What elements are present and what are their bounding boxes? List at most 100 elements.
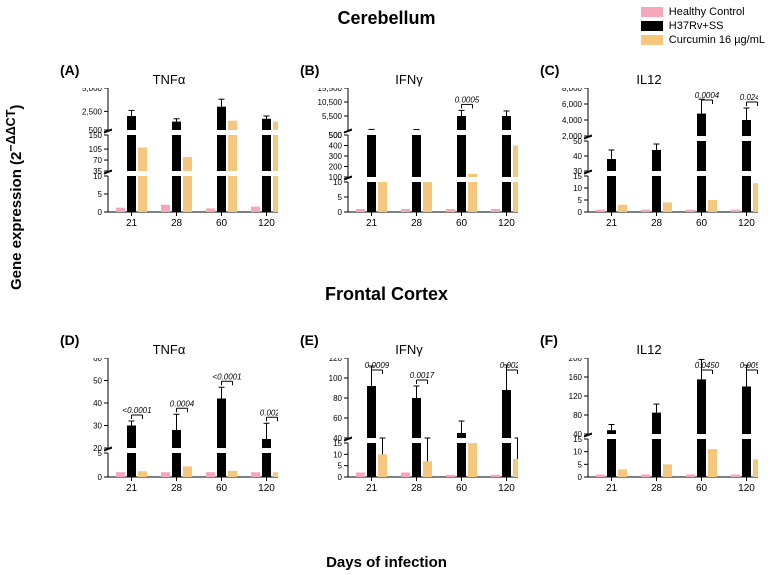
legend: Healthy Control H37Rv+SS Curcumin 16 µg/… — [641, 6, 765, 48]
svg-text:120: 120 — [738, 483, 755, 494]
svg-text:28: 28 — [651, 483, 663, 494]
panel-title: IL12 — [540, 72, 758, 87]
svg-text:21: 21 — [126, 483, 138, 494]
x-axis-label: Days of infection — [0, 554, 773, 571]
svg-text:100: 100 — [329, 173, 343, 182]
svg-text:10: 10 — [333, 450, 342, 459]
svg-text:28: 28 — [171, 483, 183, 494]
panel-chart: 052030405060<0.0001210.000428<0.0001600.… — [60, 358, 278, 499]
svg-text:30: 30 — [573, 167, 582, 176]
svg-text:5: 5 — [578, 196, 583, 205]
svg-text:0.0004: 0.0004 — [170, 399, 195, 408]
panel-F: (F)IL12051015408012016020021280.0450600.… — [540, 320, 758, 508]
svg-text:0.0009: 0.0009 — [365, 361, 390, 370]
svg-text:50: 50 — [93, 377, 102, 386]
svg-text:200: 200 — [329, 163, 343, 172]
svg-text:80: 80 — [333, 394, 342, 403]
svg-text:21: 21 — [126, 218, 138, 229]
svg-text:10,500: 10,500 — [318, 98, 343, 107]
svg-text:5: 5 — [338, 462, 343, 471]
panel-chart: 05101002003004005005005,50010,50015,5002… — [300, 88, 518, 234]
svg-text:21: 21 — [366, 483, 378, 494]
legend-label: Curcumin 16 µg/mL — [669, 34, 765, 46]
svg-text:8,000: 8,000 — [562, 88, 583, 93]
svg-text:10: 10 — [573, 184, 582, 193]
svg-text:120: 120 — [498, 483, 515, 494]
panel-A: (A)TNFα051035701051505002,5005,000212860… — [60, 50, 278, 238]
svg-text:60: 60 — [696, 218, 708, 229]
svg-text:20: 20 — [93, 444, 102, 453]
svg-text:60: 60 — [456, 483, 468, 494]
svg-text:10: 10 — [573, 448, 582, 457]
svg-text:28: 28 — [411, 218, 423, 229]
svg-text:4,000: 4,000 — [562, 116, 583, 125]
panel-title: TNFα — [60, 342, 278, 357]
svg-text:0.0005: 0.0005 — [455, 95, 480, 104]
svg-text:105: 105 — [89, 145, 103, 154]
legend-label: Healthy Control — [669, 6, 745, 18]
legend-swatch-healthy — [641, 7, 663, 17]
legend-item-healthy: Healthy Control — [641, 6, 765, 18]
svg-text:21: 21 — [366, 218, 378, 229]
svg-text:500: 500 — [329, 131, 343, 140]
panel-title: IFNγ — [300, 342, 518, 357]
svg-text:0.0028: 0.0028 — [260, 408, 278, 417]
svg-text:120: 120 — [498, 218, 515, 229]
legend-swatch-h37 — [641, 21, 663, 31]
svg-text:15,500: 15,500 — [318, 88, 343, 93]
svg-text:100: 100 — [329, 374, 343, 383]
svg-text:300: 300 — [329, 152, 343, 161]
svg-text:500: 500 — [89, 126, 103, 135]
svg-text:120: 120 — [738, 218, 755, 229]
svg-text:28: 28 — [651, 218, 663, 229]
svg-text:5: 5 — [98, 190, 103, 199]
svg-text:120: 120 — [258, 218, 275, 229]
panel-C: (C)IL120510153040502,0004,0006,0008,0002… — [540, 50, 758, 238]
svg-text:28: 28 — [411, 483, 423, 494]
svg-text:60: 60 — [333, 414, 342, 423]
panel-title: TNFα — [60, 72, 278, 87]
legend-item-curcumin: Curcumin 16 µg/mL — [641, 34, 765, 46]
svg-text:60: 60 — [216, 483, 228, 494]
row-title-frontal-cortex: Frontal Cortex — [0, 284, 773, 305]
y-axis-label: Gene expression (2−ΔΔCT) — [4, 105, 25, 290]
legend-swatch-curcumin — [641, 35, 663, 45]
svg-text:0.0023: 0.0023 — [500, 361, 518, 370]
svg-text:35: 35 — [93, 167, 102, 176]
panel-chart: 0510153040502,0004,0006,0008,00021280.00… — [540, 88, 758, 234]
svg-text:120: 120 — [329, 358, 343, 363]
svg-text:0.0017: 0.0017 — [410, 371, 435, 380]
svg-text:400: 400 — [329, 142, 343, 151]
svg-text:21: 21 — [606, 218, 618, 229]
svg-text:70: 70 — [93, 156, 102, 165]
svg-text:<0.0001: <0.0001 — [122, 406, 151, 415]
svg-text:5,000: 5,000 — [82, 88, 103, 93]
svg-text:28: 28 — [171, 218, 183, 229]
svg-text:0.0450: 0.0450 — [695, 361, 720, 370]
svg-text:200: 200 — [569, 358, 583, 363]
panel-chart: 051035701051505002,5005,000212860120 — [60, 88, 278, 234]
panel-title: IFNγ — [300, 72, 518, 87]
svg-text:0.0004: 0.0004 — [695, 91, 720, 100]
svg-text:60: 60 — [696, 483, 708, 494]
svg-text:0: 0 — [98, 473, 103, 482]
svg-text:0: 0 — [98, 208, 103, 217]
svg-text:2,500: 2,500 — [82, 107, 103, 116]
svg-text:40: 40 — [333, 434, 342, 443]
svg-text:21: 21 — [606, 483, 618, 494]
panel-title: IL12 — [540, 342, 758, 357]
svg-text:2,000: 2,000 — [562, 132, 583, 141]
panel-D: (D)TNFα052030405060<0.0001210.000428<0.0… — [60, 320, 278, 508]
svg-text:5: 5 — [578, 460, 583, 469]
svg-text:40: 40 — [573, 152, 582, 161]
svg-text:0: 0 — [338, 473, 343, 482]
panel-chart: 051015408012016020021280.0450600.0059120 — [540, 358, 758, 499]
svg-text:0: 0 — [578, 473, 583, 482]
svg-text:0.0243: 0.0243 — [740, 93, 758, 102]
panel-B: (B)IFNγ05101002003004005005005,50010,500… — [300, 50, 518, 238]
svg-text:60: 60 — [216, 218, 228, 229]
svg-text:5,500: 5,500 — [322, 112, 343, 121]
svg-text:120: 120 — [258, 483, 275, 494]
legend-item-h37: H37Rv+SS — [641, 20, 765, 32]
svg-text:30: 30 — [93, 422, 102, 431]
